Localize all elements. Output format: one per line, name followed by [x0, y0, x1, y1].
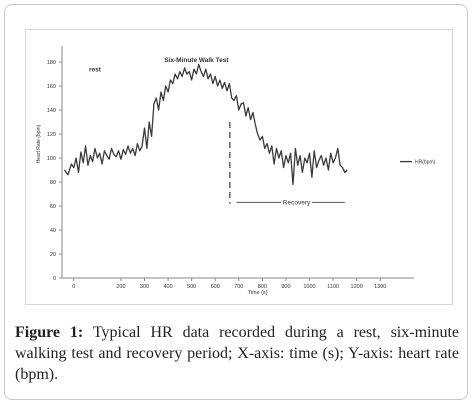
plot-panel: 0 20 40 60 80 100 120 140 160 180 0 200 300 400 500 600… [25, 29, 453, 305]
heart-rate-chart: 0 20 40 60 80 100 120 140 160 180 0 200 300 400 500 600… [36, 46, 436, 296]
y-tick-label: 60 [50, 204, 56, 210]
x-tick-label: 200 [116, 284, 125, 290]
x-tick-label: 0 [72, 284, 75, 290]
x-tick-label: 800 [258, 284, 267, 290]
legend-label: HR(bpm) [415, 160, 436, 166]
y-tick-label: 140 [47, 108, 56, 114]
x-tick-label: 900 [281, 284, 290, 290]
y-tick-label: 80 [50, 180, 56, 186]
figure-frame: 0 20 40 60 80 100 120 140 160 180 0 200 300 400 500 600… [4, 4, 468, 400]
y-tick-label: 120 [47, 132, 56, 138]
caption-text: Typical HR data recorded during a rest, … [15, 324, 460, 383]
x-tick-label: 1200 [351, 284, 363, 290]
annotation-walk-test: Six-Minute Walk Test [164, 57, 229, 64]
x-axis-label: Time (s) [248, 290, 268, 296]
x-tick-label: 400 [163, 284, 172, 290]
x-tick-label: 600 [211, 284, 220, 290]
y-tick-label: 160 [47, 84, 56, 90]
annotation-recovery: Recovery [283, 199, 311, 206]
x-tick-label: 500 [187, 284, 196, 290]
x-tick-label: 1300 [374, 284, 386, 290]
x-tick-label: 300 [140, 284, 149, 290]
x-tick-label: 1000 [303, 284, 315, 290]
y-tick-label: 100 [47, 156, 56, 162]
y-tick-label: 40 [50, 228, 56, 234]
annotation-rest: rest [89, 67, 102, 74]
figure-caption: Figure 1: Typical HR data recorded durin… [15, 322, 459, 385]
y-tick-label: 180 [47, 60, 56, 66]
y-axis-label: Heart Rate (bpm) [36, 124, 42, 163]
y-tick-label: 0 [53, 276, 56, 282]
y-tick-label: 20 [50, 252, 56, 258]
x-tick-label: 700 [234, 284, 243, 290]
x-tick-label: 1100 [327, 284, 339, 290]
caption-label: Figure 1: [15, 324, 84, 341]
series-hr-line [63, 63, 348, 186]
